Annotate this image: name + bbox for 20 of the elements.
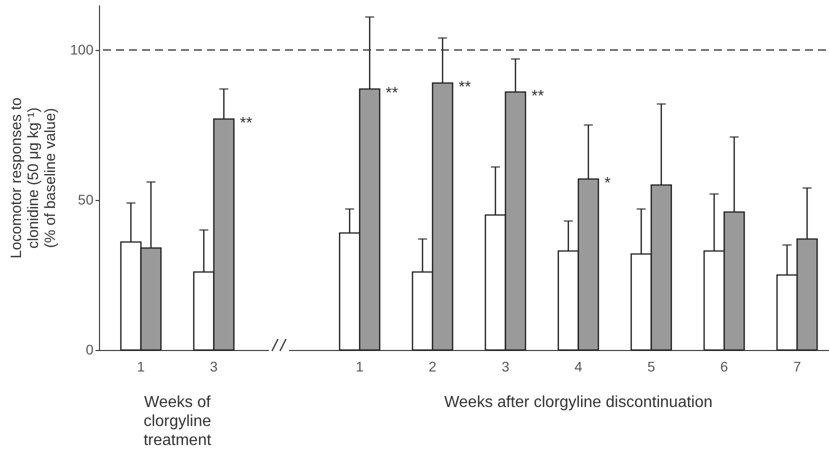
annotation: ** xyxy=(240,115,252,132)
annotation: ** xyxy=(458,79,472,96)
annotation: ** xyxy=(531,88,544,105)
x-tick-label: 4 xyxy=(574,358,582,374)
x-tick-label: 6 xyxy=(720,358,728,374)
x-tick-label: 1 xyxy=(137,358,146,374)
y-tick-label: 100 xyxy=(70,42,94,58)
annotation: ** xyxy=(386,85,398,102)
x-tick-label: 5 xyxy=(647,358,656,374)
annotation: * xyxy=(604,175,611,192)
x-tick-label: 1 xyxy=(356,358,364,374)
x-tick-label: 7 xyxy=(793,358,802,374)
y-axis-title: Locomotor responses to clonidine (50 μg kg⁻¹) (% of baseline value) xyxy=(8,98,60,258)
x-tick-label: 3 xyxy=(210,358,218,374)
x-tick-label: 3 xyxy=(502,358,510,374)
x-axis-title: Weeks after clorgyline discontinuation xyxy=(444,394,713,411)
text: Weeks of clorgyline treatment xyxy=(144,394,212,449)
y-tick-label: 50 xyxy=(78,192,94,208)
x-tick-label: 2 xyxy=(428,358,437,374)
y-tick-label: 0 xyxy=(86,342,94,358)
